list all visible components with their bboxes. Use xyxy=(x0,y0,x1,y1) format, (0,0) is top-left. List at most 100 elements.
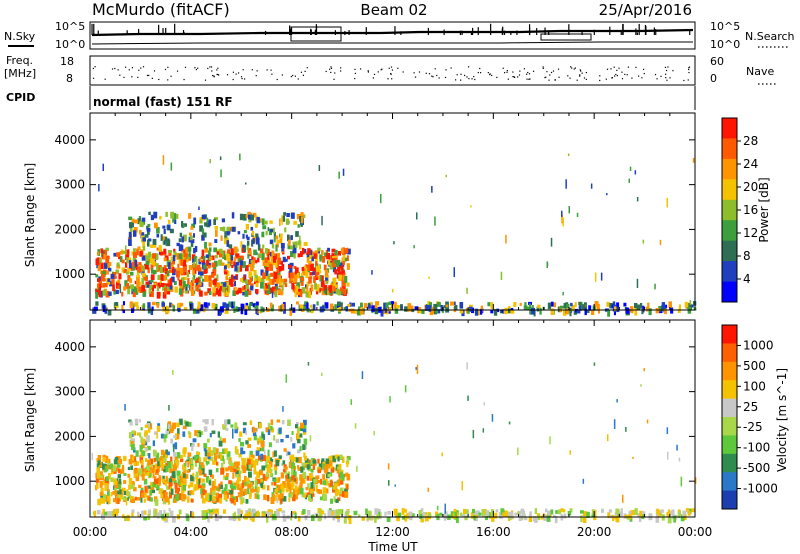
echo-cell xyxy=(235,306,238,313)
echo-cell xyxy=(310,468,314,473)
freq-dot xyxy=(576,79,578,81)
freq-dot xyxy=(329,68,331,70)
echo-cell xyxy=(596,303,600,311)
echo-cell xyxy=(294,241,298,248)
echo-cell xyxy=(117,285,121,289)
echo-cell xyxy=(134,418,139,425)
echo-cell xyxy=(412,513,415,518)
echo-cell xyxy=(365,508,368,515)
echo-cell xyxy=(419,513,423,520)
echo-cell xyxy=(97,460,101,466)
echo-cell xyxy=(271,278,275,285)
echo-cell xyxy=(300,212,304,217)
echo-cell xyxy=(172,213,177,220)
echo-cell xyxy=(294,275,298,282)
echo-cell xyxy=(193,247,196,254)
echo-cell xyxy=(174,286,178,293)
echo-cell xyxy=(562,310,567,316)
echo-cell xyxy=(131,431,134,437)
echo-cell xyxy=(267,273,270,280)
echo-cell xyxy=(118,273,122,280)
echo-cell xyxy=(278,305,282,312)
echo-cell xyxy=(143,468,147,472)
echo-cell xyxy=(230,424,234,428)
echo-cell xyxy=(231,274,234,280)
echo-cell xyxy=(160,449,165,456)
echo-cell xyxy=(309,435,312,442)
freq-dot xyxy=(542,66,544,68)
echo-cell xyxy=(177,263,180,269)
echo-cell xyxy=(342,261,345,265)
echo-cell xyxy=(199,290,203,297)
echo-cell xyxy=(569,508,573,513)
echo-cell xyxy=(281,284,284,292)
freq-dot xyxy=(611,77,613,79)
freq-dot xyxy=(124,66,127,68)
echo-cell xyxy=(347,303,351,307)
freq-dot xyxy=(542,67,544,69)
echo-cell xyxy=(182,484,186,491)
echo-cell xyxy=(253,469,257,475)
echo-cell xyxy=(321,255,326,263)
echo-cell xyxy=(554,516,558,524)
nave-label: Nave xyxy=(746,65,774,78)
echo-cell xyxy=(242,497,245,503)
echo-cell xyxy=(253,464,257,470)
echo-cell xyxy=(107,495,111,501)
echo-cell xyxy=(114,302,119,306)
echo-cell xyxy=(612,301,616,307)
freq-tick-top: 18 xyxy=(60,55,74,68)
echo-cell xyxy=(214,451,219,455)
echo-cell xyxy=(455,516,459,523)
echo-cell xyxy=(162,284,166,291)
echo-cell xyxy=(277,257,282,263)
echo-cell xyxy=(110,477,114,482)
freq-dot xyxy=(479,67,481,70)
echo-cell xyxy=(681,514,684,518)
echo-cell xyxy=(482,428,485,433)
echo-cell xyxy=(186,254,190,260)
colorbar-tick-label: 500 xyxy=(743,359,766,373)
echo-cell xyxy=(211,489,216,496)
echo-cell xyxy=(168,269,173,273)
echo-cell xyxy=(255,476,258,481)
freq-dot xyxy=(256,70,258,72)
echo-cell xyxy=(271,260,276,266)
echo-cell xyxy=(152,440,155,447)
echo-cell xyxy=(332,290,336,294)
freq-dot xyxy=(167,79,169,81)
echo-cell xyxy=(289,266,293,273)
echo-cell xyxy=(200,488,204,494)
echo-cell xyxy=(112,509,116,517)
echo-cell xyxy=(163,509,166,514)
echo-cell xyxy=(248,303,251,311)
echo-cell xyxy=(142,237,146,242)
echo-cell xyxy=(223,491,228,497)
freq-dot xyxy=(570,66,572,68)
echo-cell xyxy=(229,260,233,265)
echo-cell xyxy=(629,166,632,171)
echo-cell xyxy=(321,250,324,256)
echo-cell xyxy=(327,247,330,252)
freq-dot xyxy=(281,74,283,76)
echo-cell xyxy=(108,267,112,272)
echo-cell xyxy=(441,452,443,457)
echo-cell xyxy=(450,511,454,519)
freq-dot xyxy=(467,66,470,68)
echo-cell xyxy=(243,274,246,280)
time-axis-ticks: 00:00 04:00 08:00 12:00 16:00 20:00 00:00 xyxy=(73,525,713,539)
echo-cell xyxy=(150,264,154,271)
echo-cell xyxy=(634,308,638,316)
echo-cell xyxy=(261,218,265,226)
echo-cell xyxy=(106,464,109,470)
echo-cell xyxy=(342,248,346,255)
echo-cell xyxy=(292,471,297,478)
echo-cell xyxy=(281,264,285,271)
echo-cell xyxy=(208,262,211,267)
echo-cell xyxy=(281,510,286,514)
echo-cell xyxy=(255,282,259,287)
echo-cell xyxy=(102,463,105,470)
freq-dot xyxy=(517,76,519,78)
echo-cell xyxy=(167,424,171,430)
echo-cell xyxy=(258,455,261,461)
